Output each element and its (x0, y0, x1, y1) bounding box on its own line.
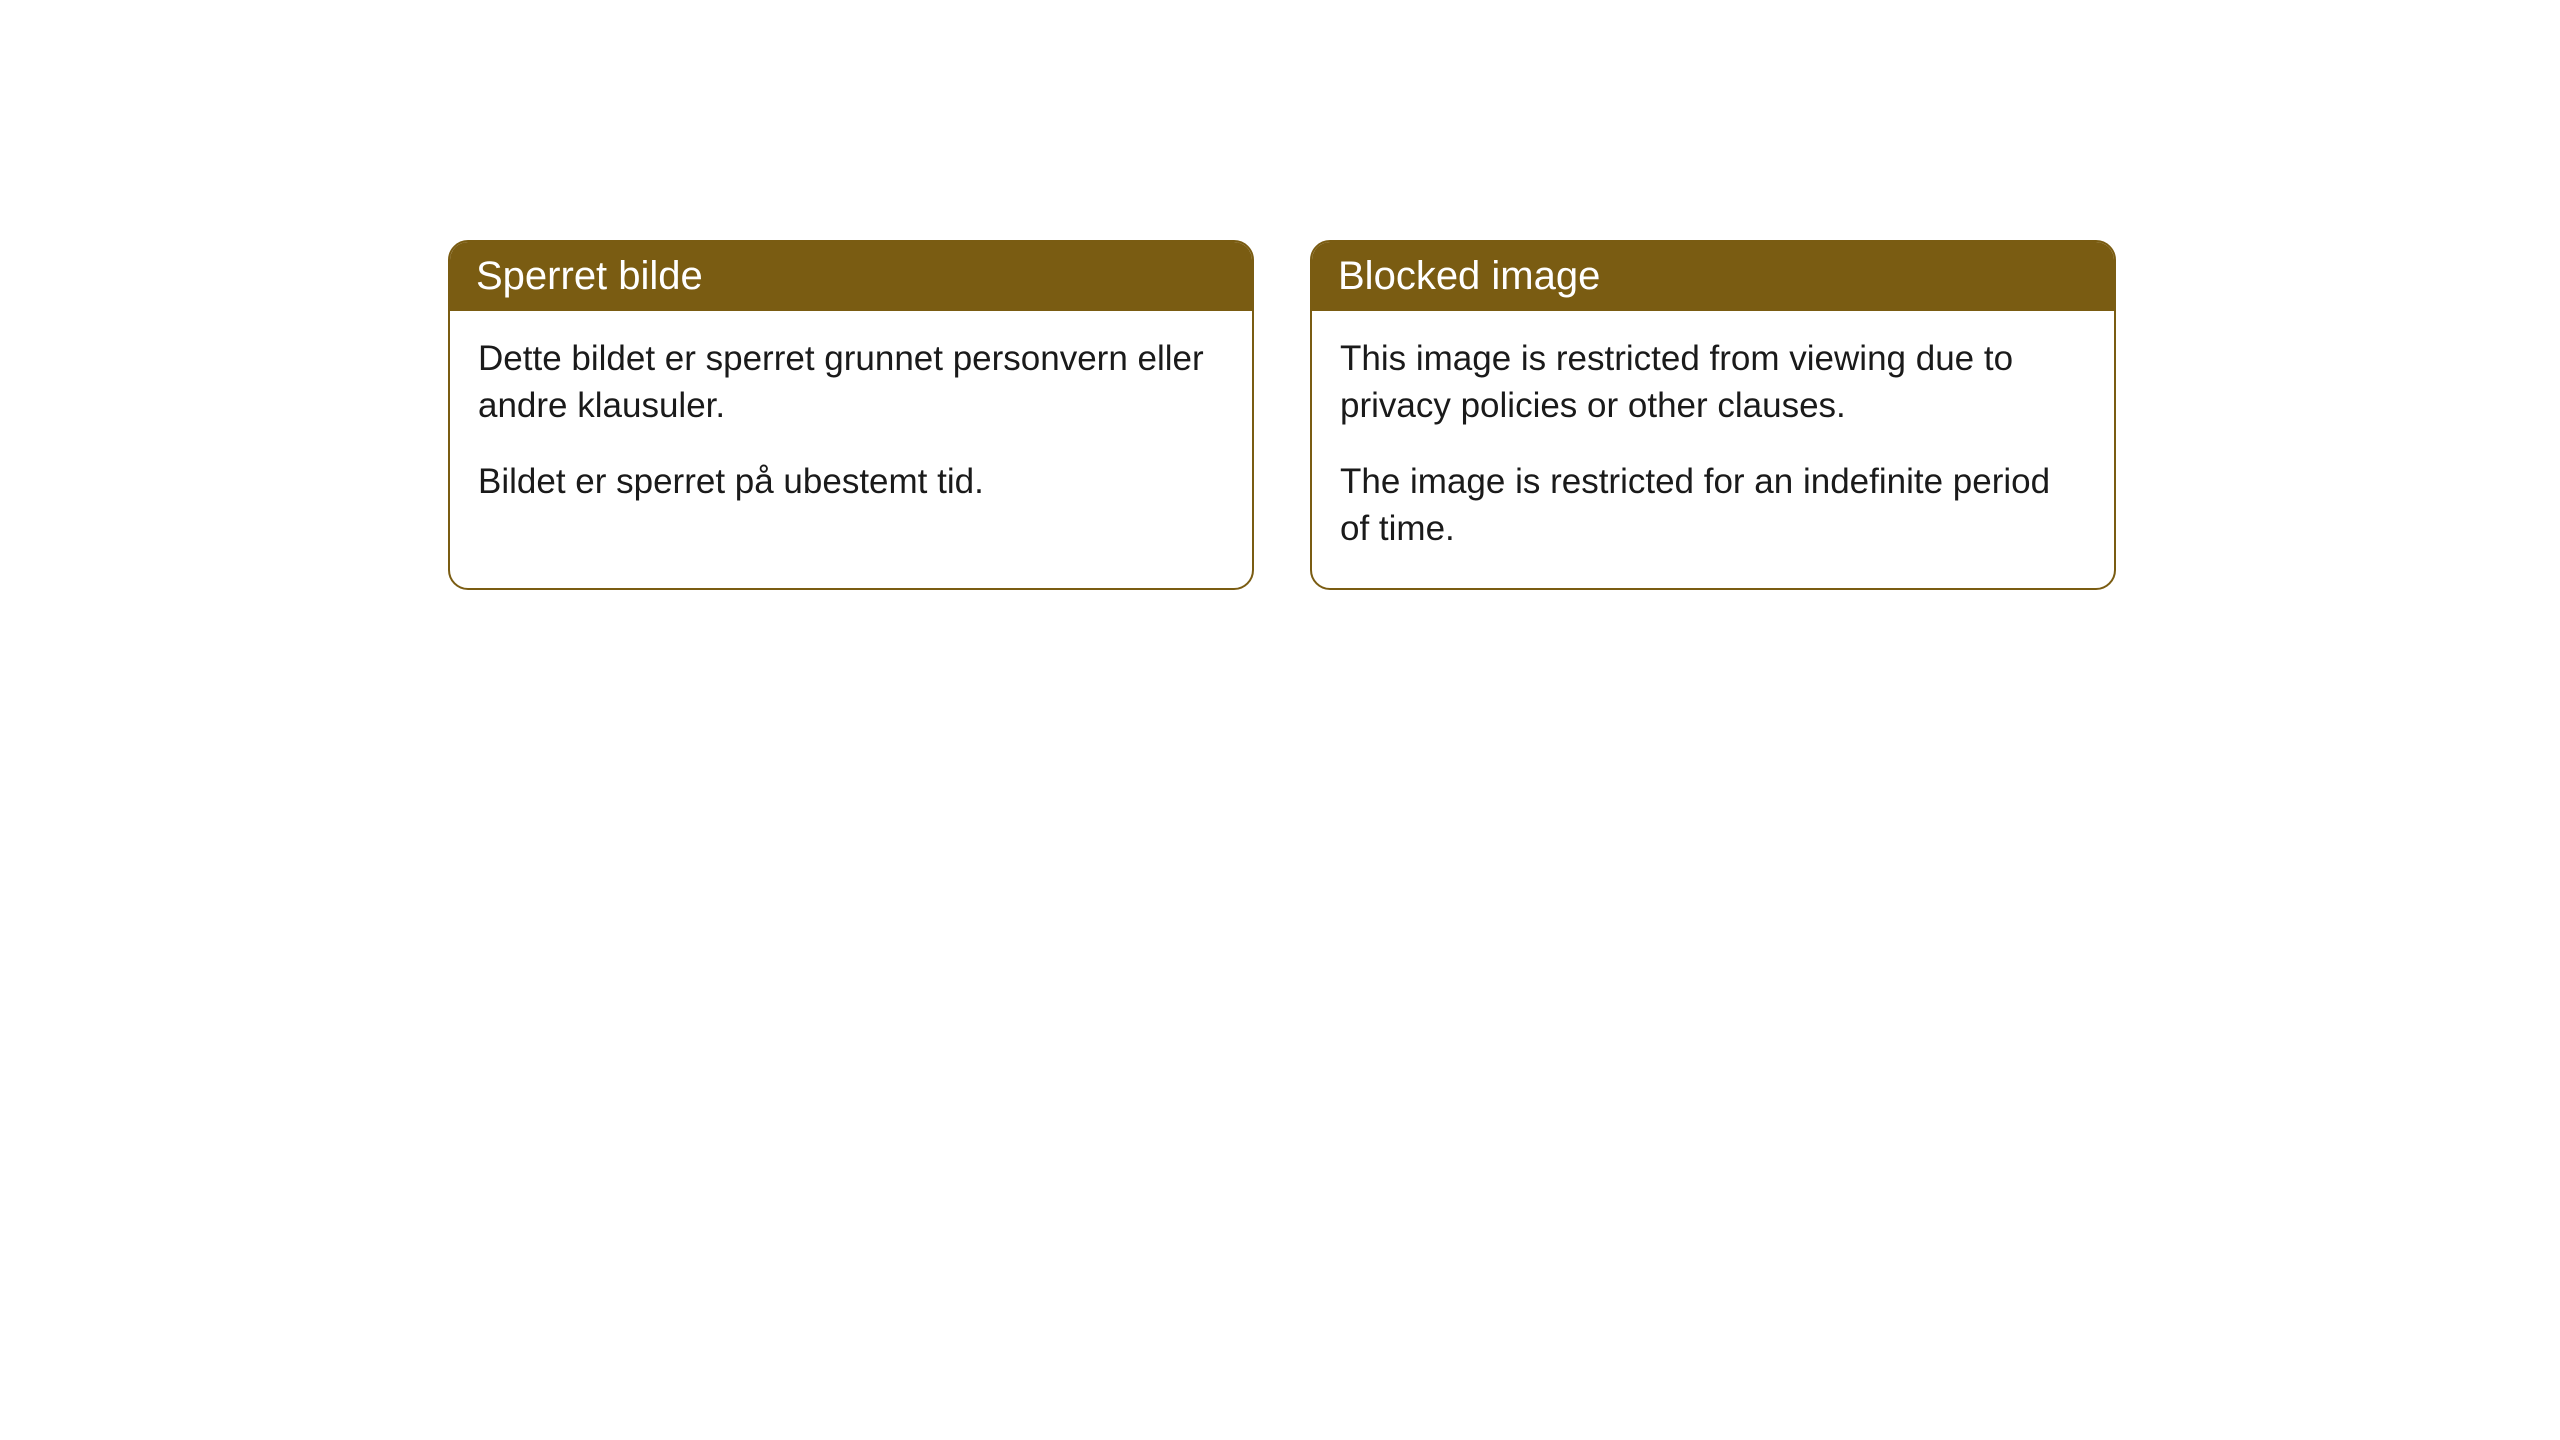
blocked-image-card-en: Blocked image This image is restricted f… (1310, 240, 2116, 590)
card-text-en-2: The image is restricted for an indefinit… (1340, 458, 2086, 553)
card-body-no: Dette bildet er sperret grunnet personve… (450, 311, 1252, 541)
card-text-en-1: This image is restricted from viewing du… (1340, 335, 2086, 430)
card-text-no-2: Bildet er sperret på ubestemt tid. (478, 458, 1224, 505)
card-header-en: Blocked image (1312, 242, 2114, 311)
card-text-no-1: Dette bildet er sperret grunnet personve… (478, 335, 1224, 430)
card-header-no: Sperret bilde (450, 242, 1252, 311)
notice-container: Sperret bilde Dette bildet er sperret gr… (0, 0, 2560, 590)
card-body-en: This image is restricted from viewing du… (1312, 311, 2114, 588)
blocked-image-card-no: Sperret bilde Dette bildet er sperret gr… (448, 240, 1254, 590)
